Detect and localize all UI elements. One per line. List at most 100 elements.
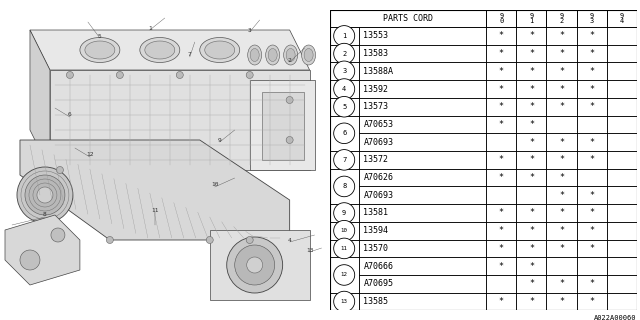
Bar bbox=[330, 151, 359, 169]
Bar bbox=[577, 45, 607, 62]
Text: 10: 10 bbox=[340, 228, 348, 233]
Text: *: * bbox=[499, 120, 504, 129]
Bar bbox=[262, 92, 303, 160]
Bar bbox=[607, 293, 637, 310]
Text: *: * bbox=[499, 209, 504, 218]
Bar bbox=[607, 45, 637, 62]
Ellipse shape bbox=[205, 41, 235, 59]
Circle shape bbox=[333, 265, 355, 285]
Bar bbox=[330, 240, 359, 257]
Bar bbox=[330, 80, 359, 98]
Text: *: * bbox=[529, 226, 534, 235]
Text: 6: 6 bbox=[342, 130, 346, 136]
Bar bbox=[547, 187, 577, 204]
Ellipse shape bbox=[248, 45, 262, 65]
Circle shape bbox=[227, 237, 283, 293]
Bar bbox=[486, 45, 516, 62]
Text: *: * bbox=[559, 67, 564, 76]
Text: 13553: 13553 bbox=[364, 31, 388, 40]
Bar bbox=[359, 62, 486, 80]
Bar bbox=[547, 240, 577, 257]
Bar bbox=[486, 98, 516, 116]
Bar bbox=[607, 27, 637, 45]
Bar bbox=[330, 10, 486, 27]
Bar bbox=[486, 116, 516, 133]
Text: *: * bbox=[559, 156, 564, 164]
Text: *: * bbox=[589, 49, 594, 58]
Text: *: * bbox=[499, 31, 504, 40]
Bar bbox=[607, 62, 637, 80]
Bar bbox=[359, 275, 486, 293]
Bar bbox=[516, 275, 547, 293]
Text: 13585: 13585 bbox=[364, 297, 388, 306]
Bar bbox=[486, 275, 516, 293]
Text: A70693: A70693 bbox=[364, 191, 394, 200]
Text: *: * bbox=[559, 49, 564, 58]
Bar bbox=[577, 133, 607, 151]
Bar bbox=[516, 98, 547, 116]
Text: A70653: A70653 bbox=[364, 120, 394, 129]
Text: 13570: 13570 bbox=[364, 244, 388, 253]
Text: *: * bbox=[589, 138, 594, 147]
Bar bbox=[486, 187, 516, 204]
Bar bbox=[359, 204, 486, 222]
Bar bbox=[486, 240, 516, 257]
Bar bbox=[547, 62, 577, 80]
Text: 3: 3 bbox=[248, 28, 252, 33]
Circle shape bbox=[25, 175, 65, 215]
Text: PARTS CORD: PARTS CORD bbox=[383, 14, 433, 23]
Text: 1: 1 bbox=[342, 33, 346, 39]
Bar bbox=[607, 222, 637, 240]
Text: *: * bbox=[589, 226, 594, 235]
Circle shape bbox=[20, 250, 40, 270]
Bar bbox=[577, 80, 607, 98]
Bar bbox=[577, 62, 607, 80]
Text: 9
2: 9 2 bbox=[559, 13, 564, 24]
Text: *: * bbox=[529, 156, 534, 164]
Bar bbox=[516, 45, 547, 62]
Bar bbox=[359, 80, 486, 98]
Ellipse shape bbox=[286, 49, 295, 61]
Text: *: * bbox=[559, 226, 564, 235]
Bar bbox=[516, 187, 547, 204]
Bar bbox=[547, 257, 577, 275]
Text: 2: 2 bbox=[288, 58, 292, 62]
Text: *: * bbox=[499, 67, 504, 76]
Bar bbox=[547, 222, 577, 240]
Bar bbox=[577, 151, 607, 169]
Polygon shape bbox=[30, 30, 310, 70]
Bar bbox=[359, 45, 486, 62]
Text: *: * bbox=[529, 84, 534, 93]
Bar bbox=[547, 275, 577, 293]
Bar bbox=[486, 257, 516, 275]
Bar bbox=[359, 293, 486, 310]
Text: *: * bbox=[589, 209, 594, 218]
Bar bbox=[577, 116, 607, 133]
Bar bbox=[547, 293, 577, 310]
Text: *: * bbox=[499, 297, 504, 306]
Text: 9
1: 9 1 bbox=[529, 13, 534, 24]
Bar bbox=[516, 10, 547, 27]
Text: 8: 8 bbox=[342, 183, 346, 189]
Text: 13581: 13581 bbox=[364, 209, 388, 218]
Circle shape bbox=[116, 71, 124, 78]
Text: 11: 11 bbox=[151, 207, 159, 212]
Bar bbox=[577, 187, 607, 204]
Bar bbox=[330, 62, 359, 80]
Circle shape bbox=[286, 97, 293, 103]
Text: 9: 9 bbox=[218, 138, 221, 142]
Bar bbox=[359, 240, 486, 257]
Text: 9: 9 bbox=[342, 210, 346, 216]
Bar bbox=[577, 27, 607, 45]
Bar bbox=[577, 240, 607, 257]
Bar bbox=[577, 204, 607, 222]
Bar bbox=[516, 133, 547, 151]
Bar bbox=[330, 293, 359, 310]
Bar bbox=[577, 169, 607, 187]
Bar bbox=[359, 187, 486, 204]
Bar bbox=[330, 169, 359, 204]
Ellipse shape bbox=[85, 41, 115, 59]
Text: 5: 5 bbox=[342, 104, 346, 110]
Ellipse shape bbox=[140, 37, 180, 62]
Bar bbox=[577, 257, 607, 275]
